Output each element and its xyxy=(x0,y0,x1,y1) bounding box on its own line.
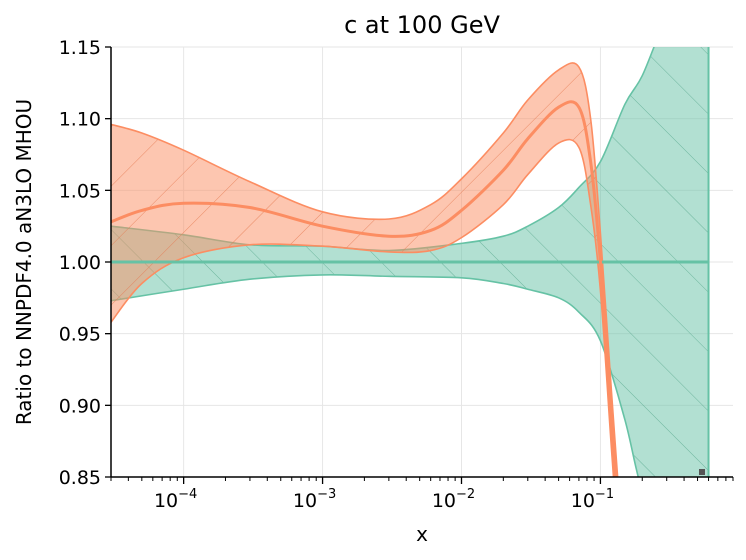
band-upper-edge xyxy=(111,47,655,252)
series-line xyxy=(111,100,618,477)
x-tick-label: 10−2 xyxy=(432,487,475,512)
x-axis-label: x xyxy=(416,522,428,546)
x-tick-label: 10−4 xyxy=(154,487,197,512)
band-lower-edge xyxy=(111,138,615,477)
x-tick-label: 10−3 xyxy=(293,487,336,512)
y-ticks: 0.85 0.90 0.95 1.00 1.05 1.10 1.15 xyxy=(59,37,111,489)
y-tick-label: 1.15 xyxy=(59,37,101,59)
chart-title: c at 100 GeV xyxy=(344,11,500,39)
y-tick-label: 0.85 xyxy=(59,467,101,489)
y-tick-label: 1.00 xyxy=(59,252,101,274)
y-tick-label: 1.05 xyxy=(59,180,101,202)
x-tick-label: 10−1 xyxy=(571,487,614,512)
y-tick-label: 1.10 xyxy=(59,109,101,131)
marker-square xyxy=(699,469,705,475)
central-lines xyxy=(111,100,709,477)
y-axis-label: Ratio to NNPDF4.0 aN3LO MHOU xyxy=(12,99,36,425)
x-ticks: 10−4 10−3 10−2 10−1 xyxy=(110,477,734,512)
band-lower-edge xyxy=(111,274,640,477)
uncertainty-bands xyxy=(111,47,710,477)
y-tick-label: 0.95 xyxy=(59,324,101,346)
band-hatch xyxy=(111,62,618,477)
band-upper-edge xyxy=(111,62,619,477)
y-tick-label: 0.90 xyxy=(59,395,101,417)
